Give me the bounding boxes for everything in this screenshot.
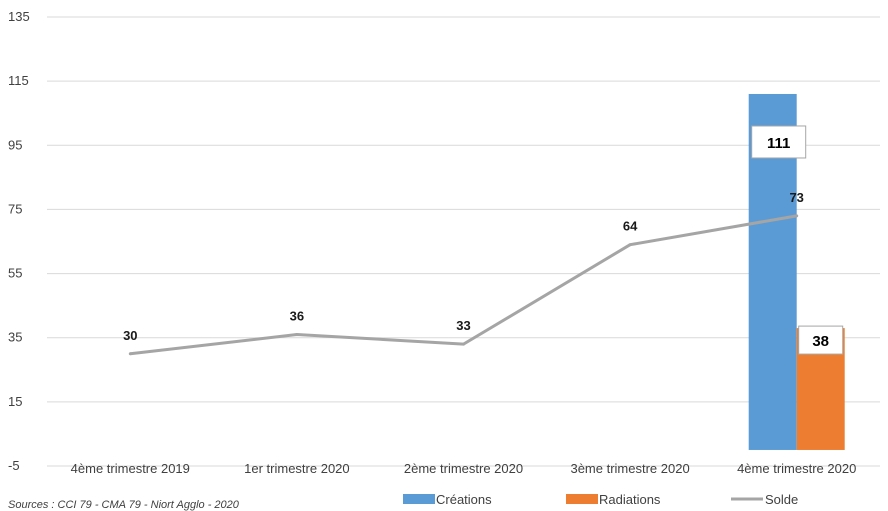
bar-label-box	[751, 125, 807, 159]
y-tick-label: -5	[8, 458, 20, 473]
y-tick-label: 55	[8, 266, 22, 281]
legend: Créations Radiations Solde	[403, 492, 798, 507]
y-tick-label: 75	[8, 201, 22, 216]
solde-point	[462, 342, 465, 346]
solde-point	[128, 352, 132, 356]
data-labels: 111 38 30 36 33 64 73	[123, 125, 844, 355]
solde-value-label: 73	[789, 190, 803, 205]
y-axis: 135 115 95 75 55 35 15 -5	[8, 9, 30, 473]
solde-point	[628, 243, 632, 247]
y-tick-label: 115	[8, 73, 29, 88]
solde-line	[128, 214, 799, 356]
x-axis: 4ème trimestre 2019 1er trimestre 2020 2èm…	[71, 461, 857, 476]
solde-value-label: 33	[456, 318, 470, 333]
solde-value-label: 64	[623, 219, 638, 234]
y-tick-label: 15	[8, 394, 22, 409]
solde-value-label: 30	[123, 328, 137, 343]
y-tick-label: 35	[8, 330, 22, 345]
solde-point	[295, 333, 299, 337]
x-tick-label: 3ème trimestre 2020	[570, 461, 689, 476]
legend-swatch	[403, 494, 435, 504]
legend-label: Créations	[436, 492, 492, 507]
bar-value-label: 38	[812, 333, 829, 350]
x-tick-label: 2ème trimestre 2020	[404, 461, 523, 476]
legend-label: Radiations	[599, 492, 661, 507]
gridlines	[47, 16, 880, 467]
x-tick-label: 4ème trimestre 2019	[71, 461, 190, 476]
source-note: Sources : CCI 79 - CMA 79 - Niort Agglo …	[8, 499, 240, 511]
legend-label: Solde	[765, 492, 798, 507]
bar-value-label: 111	[767, 135, 790, 152]
x-tick-label: 4ème trimestre 2020	[737, 461, 856, 476]
x-tick-label: 1er trimestre 2020	[244, 461, 350, 476]
solde-value-label: 36	[290, 309, 304, 324]
y-tick-label: 95	[8, 137, 22, 152]
y-tick-label: 135	[8, 9, 30, 24]
legend-swatch	[566, 494, 598, 504]
solde-point	[795, 214, 799, 218]
bar-label-box	[798, 325, 844, 355]
